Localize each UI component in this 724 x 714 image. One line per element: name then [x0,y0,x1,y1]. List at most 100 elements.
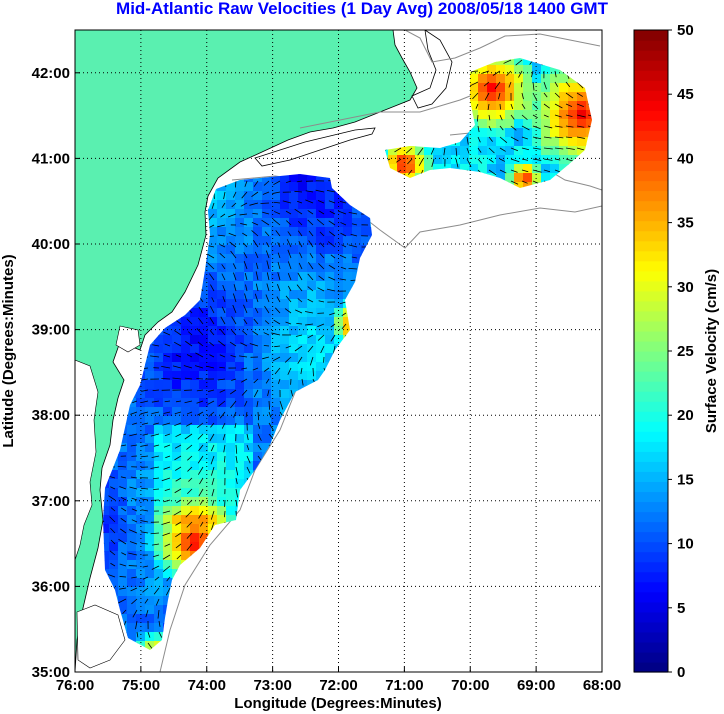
velocity-cell [217,227,227,237]
velocity-cell [271,263,281,273]
velocity-vector [308,240,314,248]
velocity-vector [249,202,259,206]
velocity-vector [241,191,248,199]
velocity-cell [109,569,119,579]
velocity-vector [296,180,303,183]
velocity-cell [559,101,569,111]
velocity-cell [199,326,209,336]
velocity-vector [443,147,446,156]
velocity-cell [226,335,236,345]
velocity-vector [510,103,514,109]
velocity-cell [103,524,110,534]
velocity-cell [127,461,137,471]
velocity-cell [451,164,461,174]
velocity-cell [253,182,263,192]
velocity-vector [244,272,248,281]
velocity-vector [244,293,248,303]
velocity-cell [217,299,227,309]
velocity-vector [218,234,226,237]
velocity-cell [496,58,506,66]
velocity-cell [496,65,506,75]
velocity-vector [209,273,215,281]
velocity-cell [262,281,272,291]
velocity-cell [496,146,506,156]
velocity-cell [541,92,551,102]
velocity-cell [127,542,137,552]
velocity-cell [253,272,263,282]
velocity-cell [244,416,254,426]
velocity-cell [199,497,209,507]
velocity-vector [297,220,303,226]
velocity-cell [235,200,245,210]
velocity-cell [190,470,200,480]
velocity-cell [280,326,290,336]
velocity-cell [487,65,497,75]
velocity-cell [316,371,326,381]
velocity-cell [550,119,560,129]
velocity-vector [554,158,561,161]
velocity-cell [514,155,524,165]
velocity-cell [199,299,209,309]
velocity-cell [118,461,128,471]
velocity-cell [145,425,155,435]
velocity-cell [496,101,506,111]
velocity-cell [316,362,326,372]
velocity-cell [235,353,245,363]
velocity-cell [559,92,569,102]
velocity-cell [172,335,182,345]
velocity-cell [235,326,245,336]
velocity-cell [217,380,227,390]
velocity-cell [307,335,317,345]
velocity-cell [244,200,254,210]
velocity-cell [262,200,272,210]
velocity-cell [136,380,146,390]
velocity-cell [217,461,227,471]
velocity-vector [232,263,237,270]
velocity-cell [289,281,299,291]
velocity-cell [118,452,128,462]
velocity-vector [532,136,542,140]
velocity-cell [163,443,173,453]
velocity-cell [127,425,137,435]
velocity-cell [289,245,299,255]
velocity-cell [127,506,137,516]
velocity-cell [154,335,164,345]
velocity-vector [506,70,512,77]
velocity-cell [478,101,488,111]
velocity-cell [496,92,506,102]
velocity-cell [424,164,434,174]
velocity-cell [325,245,335,255]
velocity-cell [514,65,524,75]
velocity-cell [505,173,515,183]
velocity-cell [541,173,551,183]
velocity-vector [254,251,259,259]
velocity-vector [554,125,563,128]
velocity-cell [217,515,227,525]
velocity-cell [226,218,236,228]
velocity-vector [307,219,314,226]
velocity-cell [469,137,479,147]
velocity-vector [499,136,508,143]
velocity-cell [226,263,236,273]
velocity-vector [186,318,193,325]
velocity-cell [307,326,317,336]
velocity-cell [253,245,263,255]
velocity-cell [280,353,290,363]
velocity-cell [244,353,254,363]
velocity-cell [190,461,200,471]
velocity-cell [280,182,290,192]
velocity-cell [181,416,191,426]
velocity-cell [109,542,119,552]
velocity-cell [253,344,263,354]
velocity-vector [576,92,584,97]
velocity-vector [277,252,281,259]
velocity-vector [274,307,281,314]
velocity-cell [199,461,209,471]
velocity-cell [334,209,344,219]
velocity-vector [243,319,248,325]
velocity-cell [136,497,146,507]
velocity-vector [521,180,528,184]
velocity-cell [532,137,542,147]
velocity-cell [145,380,155,390]
velocity-cell [199,533,209,543]
